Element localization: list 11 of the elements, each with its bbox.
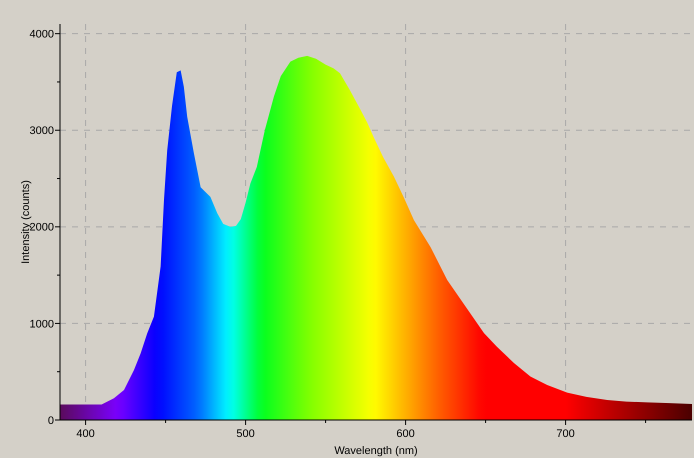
y-tick-label: 4000 <box>30 28 54 41</box>
x-tick-label: 700 <box>556 428 575 440</box>
x-tick-label: 600 <box>396 428 415 440</box>
x-tick-label: 400 <box>76 428 95 440</box>
y-tick-label: 0 <box>48 414 54 427</box>
y-tick-label: 3000 <box>30 125 54 138</box>
y-tick-label: 2000 <box>30 222 54 234</box>
x-tick-label: 500 <box>236 428 255 440</box>
x-axis-title: Wavelength (nm) <box>334 445 418 457</box>
y-axis-title: Intensity (counts) <box>20 180 32 264</box>
y-tick-label: 1000 <box>30 318 54 330</box>
